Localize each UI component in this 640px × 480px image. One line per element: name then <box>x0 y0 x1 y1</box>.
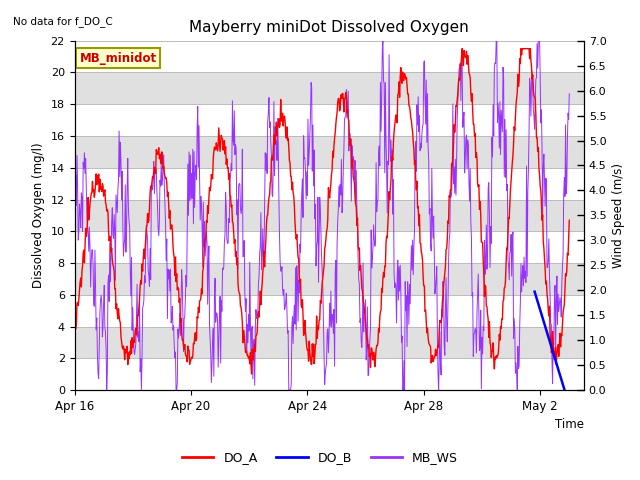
Text: No data for f_DO_C: No data for f_DO_C <box>13 16 113 27</box>
Y-axis label: Dissolved Oxygen (mg/l): Dissolved Oxygen (mg/l) <box>32 143 45 288</box>
Bar <box>74 263 584 295</box>
Bar <box>74 72 584 104</box>
Text: MB_minidot: MB_minidot <box>79 52 157 65</box>
Y-axis label: Wind Speed (m/s): Wind Speed (m/s) <box>612 163 625 268</box>
Bar <box>74 200 584 231</box>
Title: Mayberry miniDot Dissolved Oxygen: Mayberry miniDot Dissolved Oxygen <box>189 20 469 36</box>
Legend: DO_A, DO_B, MB_WS: DO_A, DO_B, MB_WS <box>177 446 463 469</box>
Bar <box>74 136 584 168</box>
Bar <box>74 326 584 359</box>
X-axis label: Time: Time <box>555 419 584 432</box>
